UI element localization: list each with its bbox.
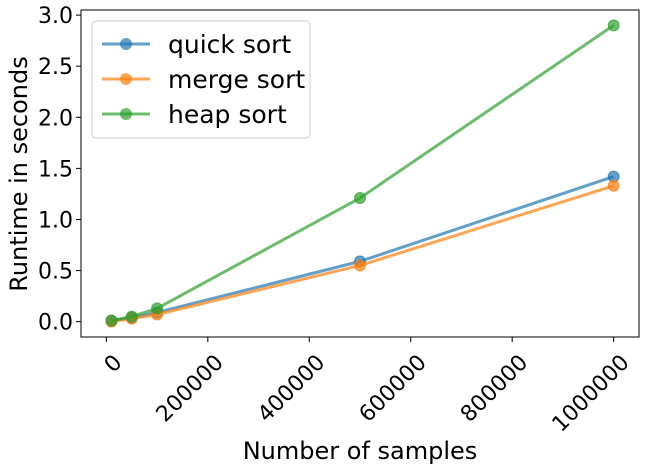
legend-label: heap sort xyxy=(168,100,287,129)
legend: quick sort merge sort heap sort xyxy=(91,20,311,139)
legend-box xyxy=(91,20,311,139)
legend-label: merge sort xyxy=(168,65,305,94)
x-tick-label: 800000 xyxy=(456,350,533,427)
x-tick-label: 400000 xyxy=(253,350,330,427)
legend-swatch-marker xyxy=(120,38,132,50)
data-point xyxy=(105,314,118,327)
y-tick-label: 2.5 xyxy=(38,55,73,80)
data-point xyxy=(607,19,620,32)
x-axis-label: Number of samples xyxy=(243,437,478,465)
plot-frame xyxy=(80,9,640,338)
y-tick-label: 3.0 xyxy=(38,4,73,29)
y-axis-label: Runtime in seconds xyxy=(5,56,33,291)
x-tick-label: 600000 xyxy=(355,350,432,427)
legend-entry: quick sort xyxy=(102,30,291,59)
legend-label: quick sort xyxy=(168,30,291,59)
y-tick-label: 1.5 xyxy=(38,157,73,182)
legend-swatch-marker xyxy=(120,108,132,120)
data-point xyxy=(607,179,620,192)
legend-swatch-marker xyxy=(120,73,132,85)
legend-entry: heap sort xyxy=(102,100,287,129)
data-point xyxy=(125,310,138,323)
y-tick-label: 0.0 xyxy=(38,311,73,336)
series-heap-sort xyxy=(105,19,620,327)
x-tick-label: 200000 xyxy=(152,350,229,427)
y-tick-label: 1.0 xyxy=(38,208,73,233)
series-lines xyxy=(105,19,620,328)
data-point xyxy=(151,302,164,315)
x-tick-label: 0 xyxy=(100,350,128,378)
y-tick-label: 2.0 xyxy=(38,106,73,131)
data-point xyxy=(354,259,366,272)
x-tick-label: 1000000 xyxy=(548,350,635,437)
legend-entry: merge sort xyxy=(102,65,305,94)
y-tick-label: 0.5 xyxy=(38,260,73,285)
data-point xyxy=(354,192,366,205)
